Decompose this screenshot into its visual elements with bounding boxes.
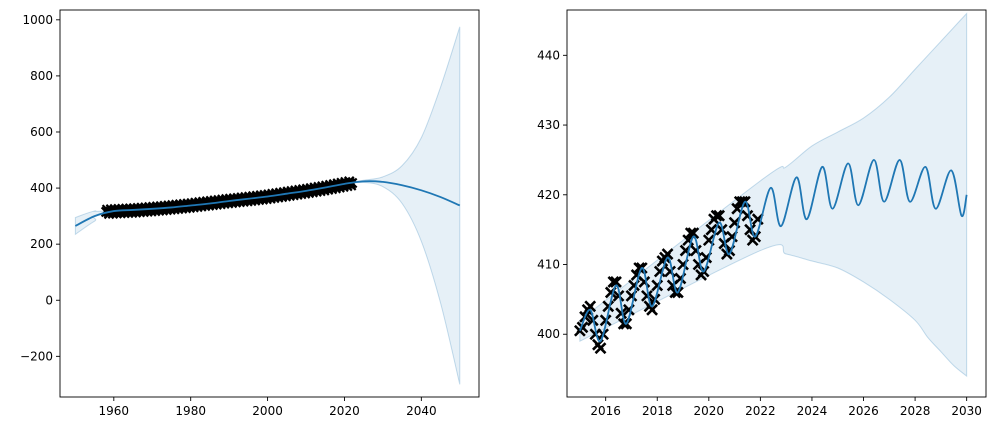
mean-line [74, 180, 461, 227]
observed-marker [610, 276, 622, 288]
observed-marker [661, 248, 674, 260]
y-tick-label: 200 [30, 237, 53, 251]
x-tick-label: 2016 [590, 404, 621, 418]
y-tick-label: 1000 [22, 13, 53, 27]
x-tick-label: 2024 [797, 404, 828, 418]
observed-marker [646, 303, 659, 316]
observed-marker [599, 314, 612, 327]
mean-line [579, 159, 968, 343]
observed-marker [633, 262, 646, 274]
x-tick-label: 2020 [694, 404, 725, 418]
y-tick-label: 800 [30, 69, 53, 83]
observed-marker [638, 276, 651, 288]
observed-marker [687, 227, 700, 240]
y-tick-label: 420 [537, 188, 560, 202]
observed-points [100, 176, 358, 220]
x-tick-label: 2020 [329, 404, 360, 418]
x-tick-label: 2026 [848, 404, 879, 418]
x-tick-label: 1980 [175, 404, 206, 418]
observed-marker [736, 195, 749, 208]
x-tick-label: 2022 [745, 404, 776, 418]
x-tick-label: 2028 [900, 404, 931, 418]
observed-marker [713, 209, 726, 222]
y-tick-label: 410 [537, 258, 560, 272]
y-tick-label: 430 [537, 118, 560, 132]
observed-marker [594, 342, 607, 355]
right-chart: 2016 2018 2020 2022 2024 2026 2028 2030 400 410 42… [537, 9, 987, 418]
observed-marker [617, 317, 630, 330]
observed-marker [584, 300, 597, 313]
observed-marker [602, 300, 615, 313]
x-tick-label: 2000 [252, 404, 283, 418]
y-tick-label: 600 [30, 125, 53, 139]
axes-frame [566, 9, 987, 398]
x-tick-label: 2040 [406, 404, 437, 418]
observed-marker [612, 289, 625, 302]
x-tick-label: 2030 [951, 404, 982, 418]
y-tick-label: 400 [537, 327, 560, 341]
y-tick-label: 440 [537, 48, 560, 62]
observed-marker [641, 289, 653, 302]
y-tick-label: 400 [30, 181, 53, 195]
axes-frame [59, 9, 480, 398]
left-chart: 1960 1980 2000 2020 2040 −200 0 200 400 600 800 100… [20, 9, 480, 418]
y-tick-label: −200 [20, 349, 53, 363]
observed-marker [710, 209, 723, 222]
observed-marker [615, 307, 628, 320]
observed-marker [576, 321, 589, 334]
y-tick-label: 0 [45, 293, 53, 307]
x-tick-label: 1960 [99, 404, 130, 418]
x-tick-label: 2018 [642, 404, 673, 418]
